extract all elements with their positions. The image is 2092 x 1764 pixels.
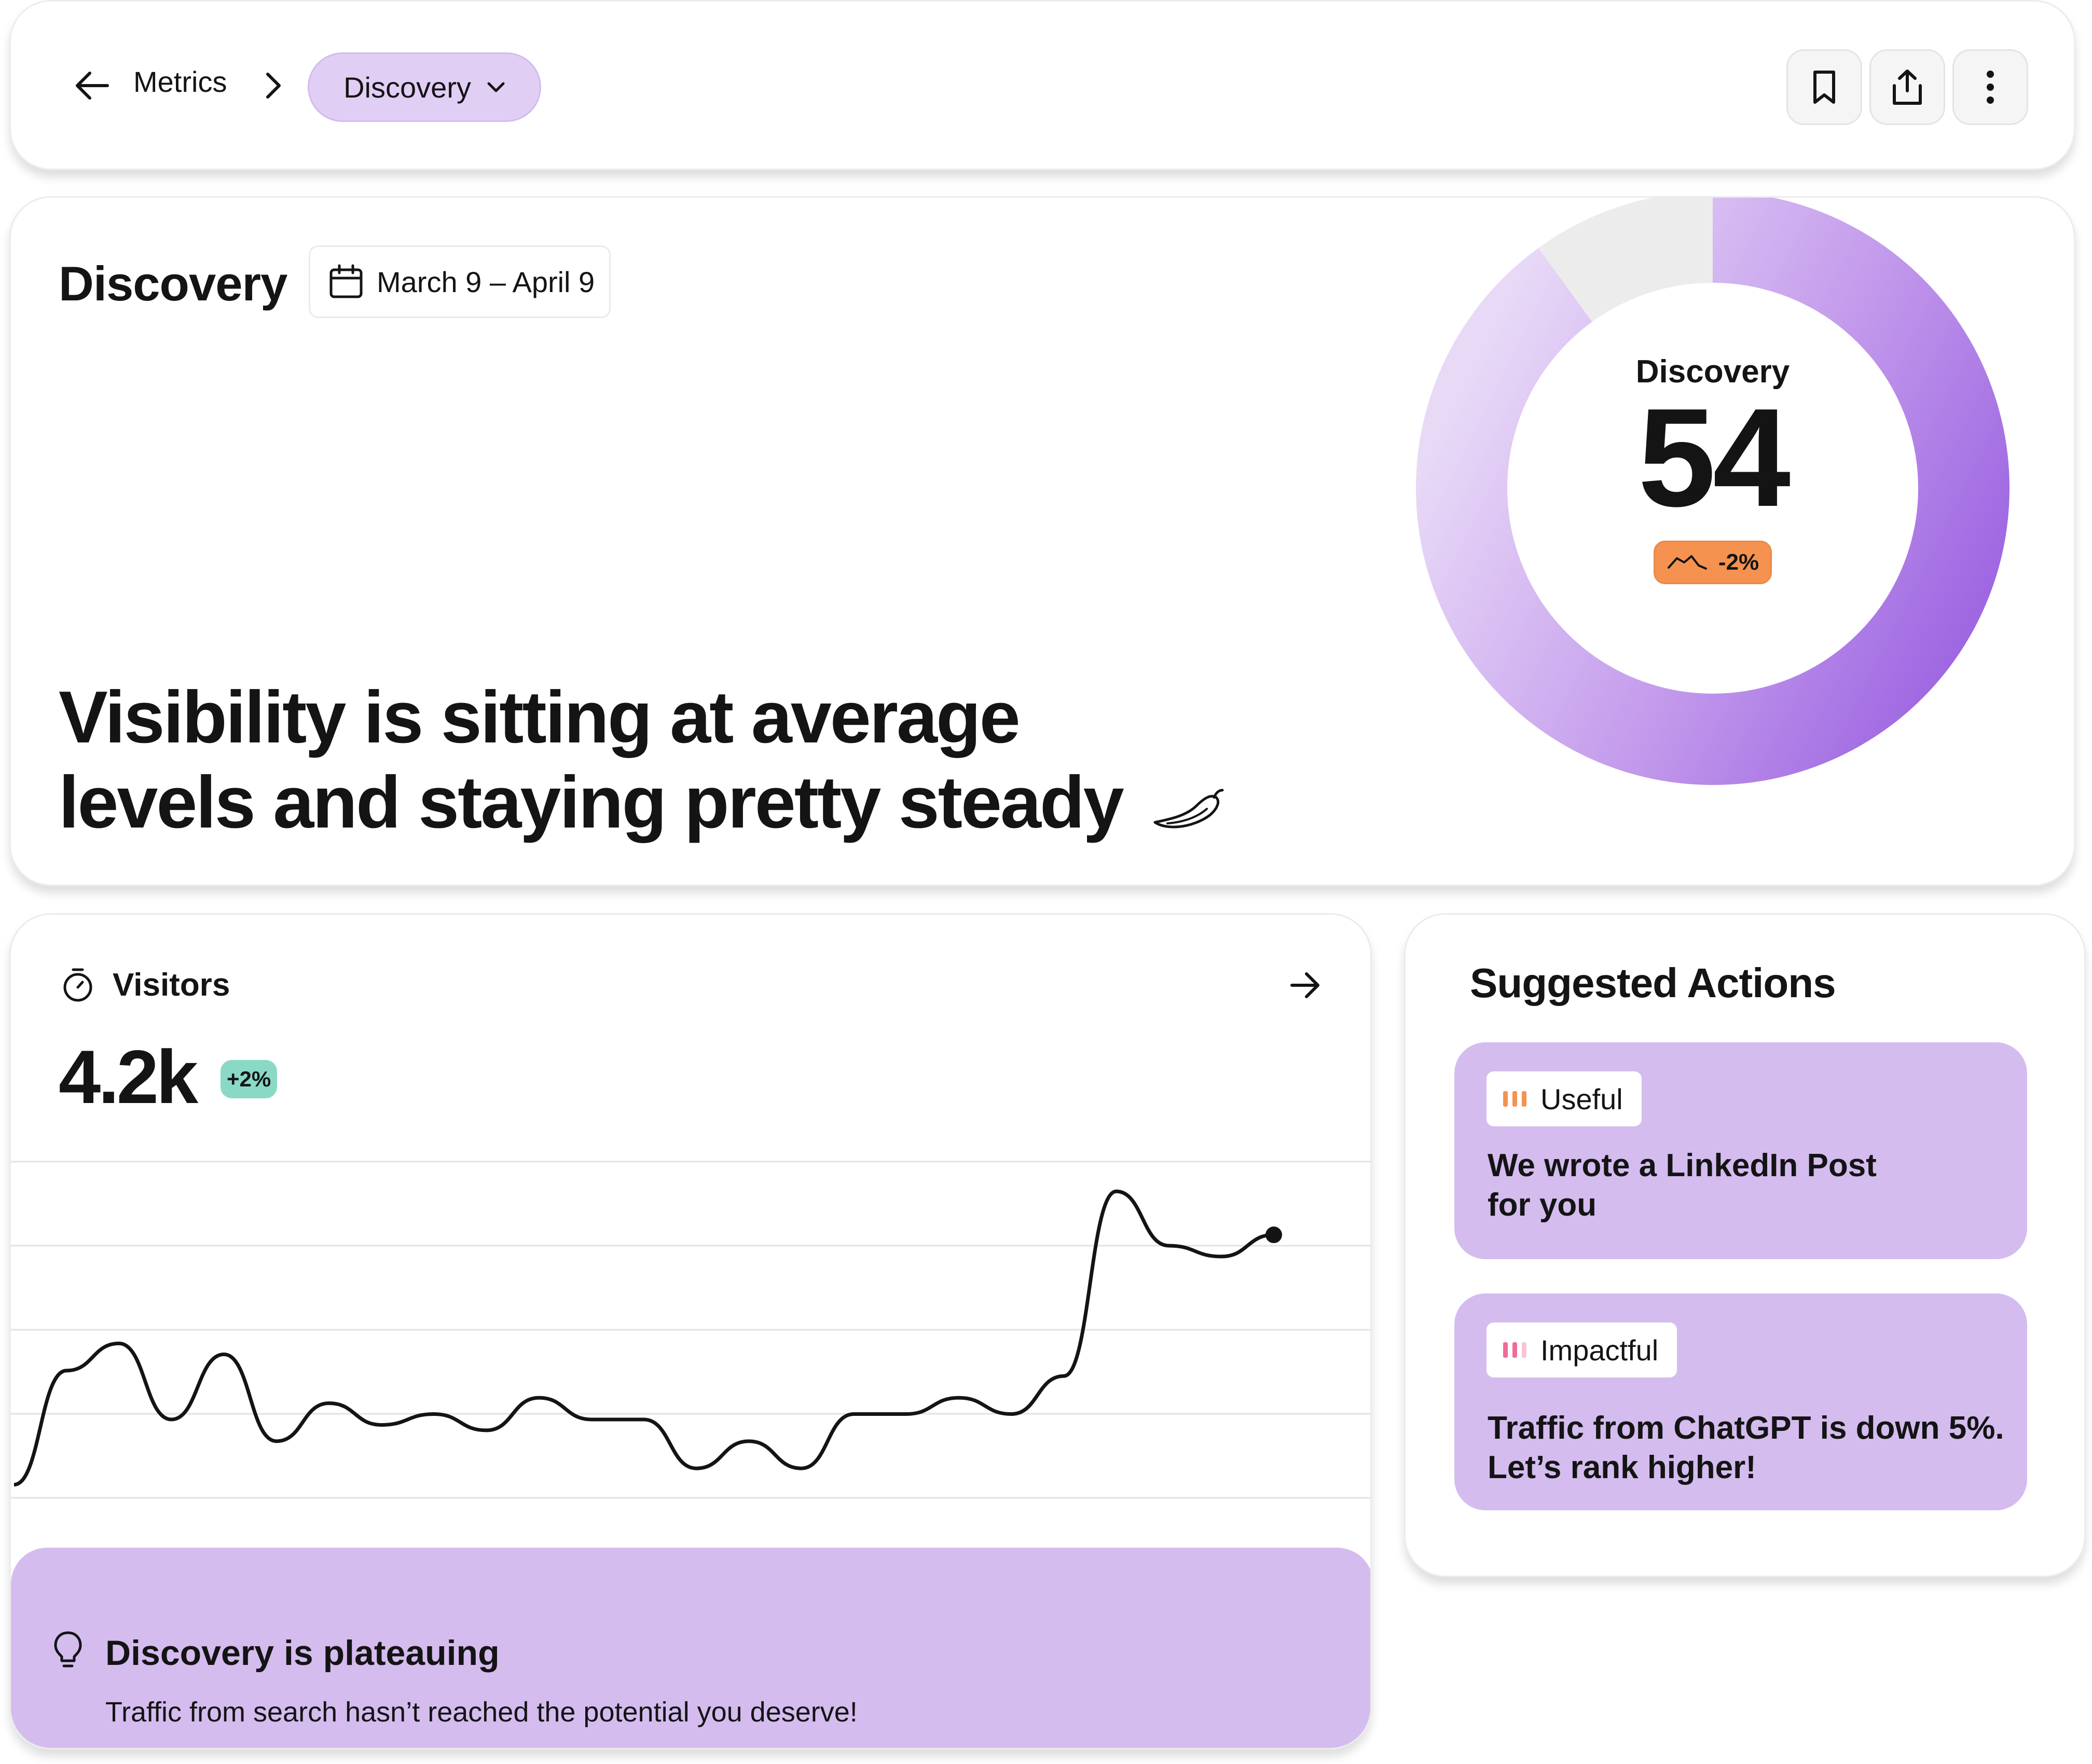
visitors-line-chart — [11, 1161, 1370, 1499]
share-icon — [1893, 70, 1922, 105]
suggested-action-text-line-2: for you — [1488, 1187, 1597, 1223]
donut-fill — [1416, 198, 2010, 785]
page-title: Discovery — [59, 256, 287, 311]
visitors-card: Visitors 4.2k +2% Discovery is plateauin… — [9, 913, 1372, 1749]
score-change-value: -2% — [1718, 549, 1759, 575]
priority-tag-label: Useful — [1540, 1082, 1623, 1115]
share-button[interactable] — [1869, 49, 1945, 125]
chevron-down-icon — [487, 82, 505, 92]
suggested-actions-title: Suggested Actions — [1470, 960, 1836, 1006]
priority-tag-label: Impactful — [1540, 1333, 1659, 1367]
bookmark-button[interactable] — [1786, 49, 1862, 125]
insight-banner: Discovery is plateauing Traffic from sea… — [11, 1548, 1370, 1748]
priority-bars-icon — [1503, 1342, 1526, 1358]
score-change-badge: -2% — [1653, 541, 1772, 584]
priority-tag: Useful — [1487, 1071, 1642, 1126]
suggested-action-item[interactable]: Impactful Traffic from ChatGPT is down 5… — [1454, 1293, 2027, 1510]
visitors-series-line — [13, 1189, 1274, 1487]
chevron-right-icon — [266, 73, 281, 99]
date-range-label: March 9 – April 9 — [377, 265, 595, 298]
arrow-right-icon — [1290, 972, 1319, 998]
score-value: 54 — [1637, 380, 1791, 536]
score-donut-chart — [1401, 198, 2024, 800]
arrow-left-icon — [76, 72, 109, 100]
score-center: Discovery 54 -2% — [1505, 353, 1920, 584]
insight-text: Traffic from search hasn’t reached the p… — [105, 1697, 858, 1728]
top-navigation-bar: Metrics Discovery — [9, 0, 2075, 170]
visitors-change-badge: +2% — [221, 1060, 278, 1098]
suggested-action-text: We wrote a LinkedIn Post for you — [1488, 1146, 1877, 1225]
section-dropdown-label: Discovery — [343, 71, 471, 104]
chili-pepper-icon — [1152, 765, 1224, 850]
more-vertical-icon — [1987, 71, 1994, 104]
suggested-actions-card: Suggested Actions Useful We wrote a Link… — [1404, 913, 2086, 1577]
discovery-overview-card: Discovery March 9 – April 9 Visibility i… — [9, 196, 2075, 886]
visitors-value: 4.2k — [59, 1035, 198, 1119]
summary-headline: Visibility is sitting at average levels … — [59, 675, 1304, 850]
lightbulb-icon — [52, 1631, 84, 1673]
visitors-label: Visitors — [113, 967, 230, 1003]
back-button[interactable] — [63, 60, 120, 112]
date-range-picker[interactable]: March 9 – April 9 — [309, 245, 611, 318]
trend-down-icon — [1667, 555, 1707, 570]
suggested-action-text-line-1: We wrote a LinkedIn Post — [1488, 1148, 1877, 1183]
last-data-point — [1265, 1226, 1282, 1244]
suggested-action-text-line-2: Let’s rank higher! — [1488, 1450, 1756, 1485]
suggested-action-text: Traffic from ChatGPT is down 5%. Let’s r… — [1488, 1409, 2004, 1487]
summary-headline-line-2: levels and staying pretty steady — [59, 761, 1124, 844]
suggested-action-text-line-1: Traffic from ChatGPT is down 5%. — [1488, 1410, 2004, 1446]
more-options-button[interactable] — [1952, 49, 2028, 125]
score-label: Discovery — [1635, 354, 1790, 390]
suggested-action-item[interactable]: Useful We wrote a LinkedIn Post for you — [1454, 1042, 2027, 1259]
stopwatch-icon — [61, 967, 95, 1005]
priority-bars-icon — [1503, 1091, 1526, 1107]
section-dropdown[interactable]: Discovery — [308, 52, 541, 122]
insight-title: Discovery is plateauing — [105, 1633, 500, 1673]
chart-grid — [11, 1161, 1370, 1499]
priority-tag: Impactful — [1487, 1322, 1677, 1377]
breadcrumb-metrics-link[interactable]: Metrics — [133, 65, 227, 98]
bookmark-icon — [1813, 71, 1835, 104]
summary-headline-line-1: Visibility is sitting at average — [59, 676, 1021, 759]
chart-series — [13, 1189, 1282, 1487]
breadcrumb-separator — [250, 60, 296, 112]
open-visitors-button[interactable] — [1277, 959, 1334, 1011]
calendar-icon — [329, 264, 363, 298]
